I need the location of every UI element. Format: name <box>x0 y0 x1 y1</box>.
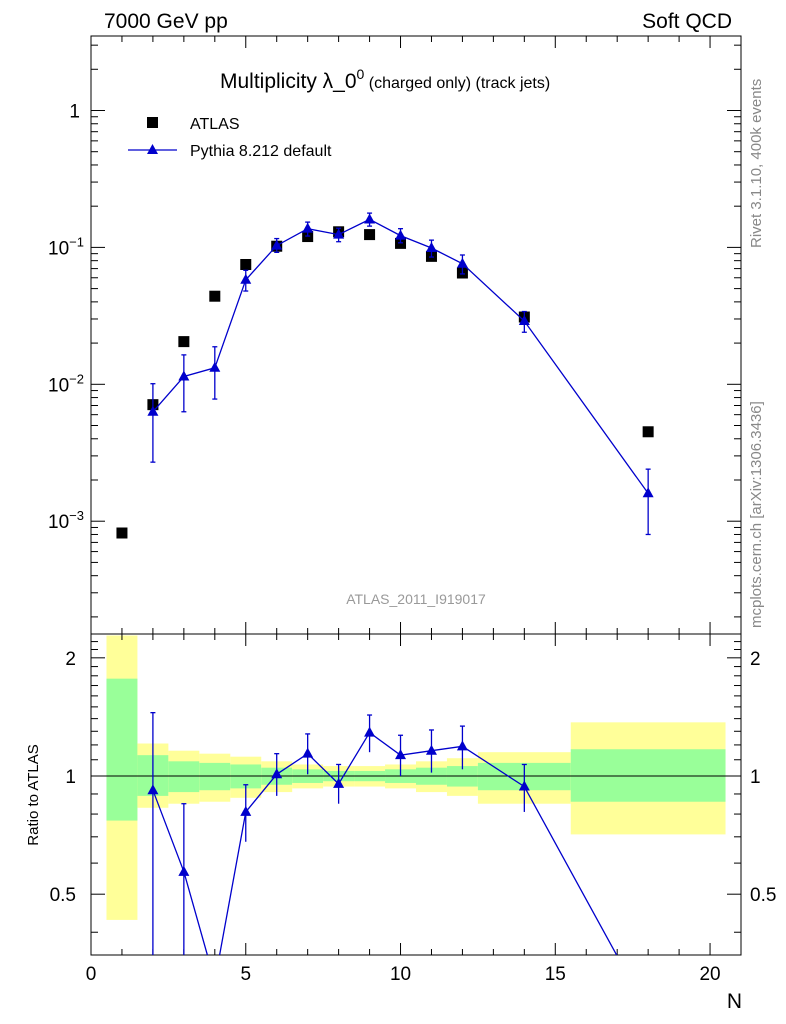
ratio-band-inner <box>168 761 200 793</box>
pythia-point <box>333 228 345 239</box>
ratio-ylabel: Ratio to ATLAS <box>25 744 42 845</box>
plot-title-sup: 0 <box>357 66 365 82</box>
ratio-bands <box>91 635 741 920</box>
plot-title-main: Multiplicity λ_0 <box>220 70 357 93</box>
energy-label: 7000 GeV pp <box>104 10 228 33</box>
atlas-point <box>240 258 252 270</box>
atlas-point <box>364 229 376 241</box>
axis-ticks: 0 5 10 15 20 1 10−1 10−2 10−3 0.5 0.5 1 1 2 2 <box>48 36 776 985</box>
x-tick-label: 10 <box>390 964 411 985</box>
ratio-y-tick-label-right: 2 <box>750 649 761 670</box>
analysis-watermark: ATLAS_2011_I919017 <box>346 591 486 607</box>
ratio-point <box>302 747 314 758</box>
pythia-point <box>302 222 314 233</box>
x-axis-label: N <box>727 990 742 1013</box>
pythia-point <box>147 405 159 416</box>
y-tick-label: 1 <box>69 101 80 122</box>
ratio-band-inner <box>199 762 231 791</box>
y-tick-label: 10−1 <box>48 234 84 259</box>
pythia-point <box>425 241 437 252</box>
pythia-point <box>271 239 283 250</box>
ratio-point <box>395 749 407 760</box>
legend-atlas-marker <box>147 117 158 128</box>
atlas-point <box>178 336 190 348</box>
plot-title: Multiplicity λ_00 (charged only) (track … <box>220 66 550 93</box>
ratio-point <box>333 777 345 788</box>
atlas-point <box>209 290 221 302</box>
ratio-point <box>240 805 252 816</box>
pythia-point <box>240 273 252 284</box>
ratio-y-tick-label: 0.5 <box>50 885 76 906</box>
ratio-point <box>456 740 468 751</box>
x-tick-label: 5 <box>240 964 251 985</box>
ratio-point <box>425 744 437 755</box>
atlas-point <box>116 527 128 539</box>
x-tick-label: 15 <box>545 964 566 985</box>
pythia-point <box>395 229 407 240</box>
ratio-point <box>271 768 283 779</box>
ratio-point <box>364 726 376 737</box>
y-tick-label: 10−2 <box>48 371 84 396</box>
ratio-band-inner <box>106 678 138 821</box>
plot-title-tail: (charged only) (track jets) <box>364 75 550 92</box>
legend-pythia-marker <box>147 144 158 154</box>
pythia-point <box>209 361 221 372</box>
legend-pythia-label: Pythia 8.212 default <box>190 143 332 160</box>
pythia-point <box>518 314 530 325</box>
ratio-panel-marks <box>147 712 618 955</box>
top-panel-marks <box>116 212 654 539</box>
rivet-label: Rivet 3.1.10, 400k events <box>748 79 765 248</box>
pythia-point <box>456 257 468 268</box>
ratio-y-tick-label: 2 <box>65 649 76 670</box>
pythia-point <box>642 487 654 498</box>
ratio-y-tick-label-right: 1 <box>750 767 761 788</box>
pythia-point <box>178 370 190 381</box>
ratio-point <box>178 865 190 876</box>
top-panel-frame <box>90 35 742 635</box>
ratio-band-inner <box>570 749 726 802</box>
ratio-point <box>518 780 530 791</box>
pythia-line <box>152 218 649 494</box>
ratio-panel-frame <box>90 633 742 956</box>
legend-atlas-label: ATLAS <box>190 116 240 133</box>
soft-qcd-label: Soft QCD <box>642 10 732 33</box>
atlas-point <box>642 426 654 438</box>
ratio-y-tick-label-right: 0.5 <box>750 885 776 906</box>
pythia-point <box>364 213 376 224</box>
mcplots-label: mcplots.cern.ch [arXiv:1306.3436] <box>748 401 765 628</box>
x-tick-label: 0 <box>86 964 97 985</box>
ratio-point <box>147 784 159 795</box>
y-tick-label: 10−3 <box>48 508 84 533</box>
ratio-y-tick-label: 1 <box>65 767 76 788</box>
x-tick-label: 20 <box>699 964 720 985</box>
